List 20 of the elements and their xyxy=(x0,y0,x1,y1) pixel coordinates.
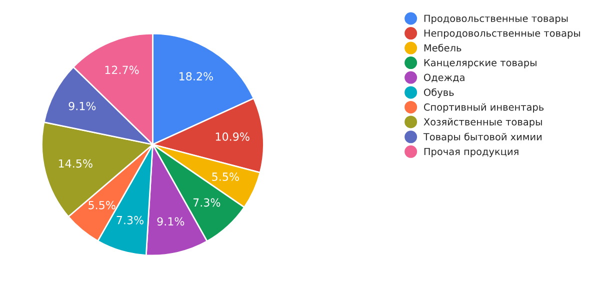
data-label: 10.9% xyxy=(216,132,250,141)
data-label: 9.1% xyxy=(68,102,96,110)
data-label: 5.5% xyxy=(88,200,116,210)
data-label: 18.2% xyxy=(180,72,213,81)
data-label: 14.5% xyxy=(58,159,92,168)
legend-label: Одежда xyxy=(424,74,464,82)
data-label: 7.3% xyxy=(116,216,144,224)
data-label: 12.7% xyxy=(105,66,139,74)
legend-label: Товары бытовой химии xyxy=(423,132,542,142)
legend-label: Обувь xyxy=(424,88,454,98)
data-label: 5.5% xyxy=(212,172,239,181)
legend-label: Прочая продукция xyxy=(424,148,518,158)
data-label: 7.3% xyxy=(193,198,220,207)
legend-label: Непродовольственные товары xyxy=(424,30,580,39)
legend-label: Канцелярские товары xyxy=(424,59,536,68)
legend-label: Спортивный инвентарь xyxy=(424,103,544,113)
legend-label: Хозяйственные товары xyxy=(424,118,542,128)
legend-label: Мебель xyxy=(424,44,462,52)
data-label: 9.1% xyxy=(157,217,184,226)
legend-label: Продовольственные товары xyxy=(424,14,568,24)
